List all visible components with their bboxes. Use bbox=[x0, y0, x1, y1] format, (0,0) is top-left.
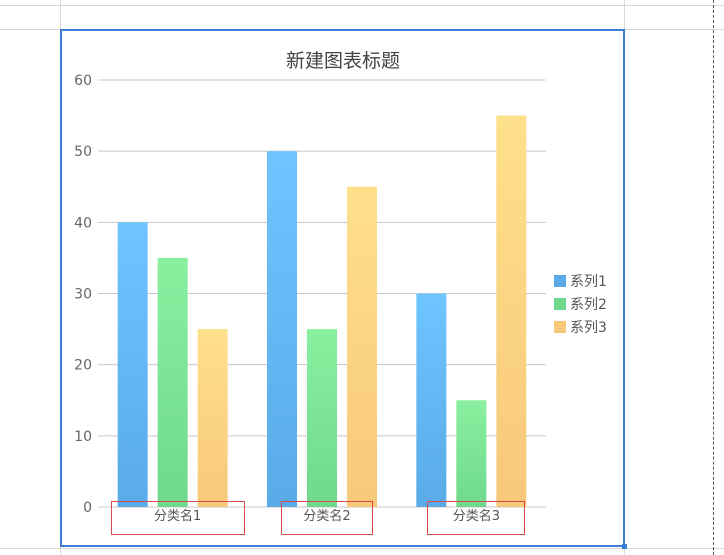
bars[interactable] bbox=[117, 115, 527, 508]
y-tick-label: 50 bbox=[74, 144, 92, 160]
resize-handle[interactable] bbox=[622, 544, 627, 549]
legend-swatch bbox=[554, 298, 566, 310]
chart-title[interactable]: 新建图表标题 bbox=[286, 50, 400, 72]
sheet-row-line bbox=[0, 548, 724, 549]
y-tick-label: 30 bbox=[74, 287, 92, 303]
bar-2-3[interactable] bbox=[456, 400, 487, 507]
bar-1-3[interactable] bbox=[416, 293, 447, 508]
legend[interactable]: 系列1 系列2 系列3 bbox=[554, 274, 607, 336]
legend-swatch bbox=[554, 321, 566, 333]
page-break-line bbox=[713, 0, 714, 555]
legend-label[interactable]: 系列1 bbox=[570, 274, 607, 290]
bar-2-2[interactable] bbox=[307, 329, 337, 507]
bar-3-1[interactable] bbox=[197, 329, 228, 507]
y-tick-label: 0 bbox=[83, 500, 92, 516]
y-axis-ticks: 0 10 20 30 40 50 60 bbox=[74, 73, 92, 516]
legend-label[interactable]: 系列2 bbox=[570, 297, 607, 313]
bar-2-1[interactable] bbox=[157, 257, 188, 507]
y-tick-label: 60 bbox=[74, 73, 92, 89]
legend-swatch bbox=[554, 275, 566, 287]
bar-chart: 新建图表标题 0 10 20 30 40 50 60 系列1 系列2 系列3 bbox=[74, 50, 607, 516]
y-tick-label: 20 bbox=[74, 358, 92, 374]
y-tick-label: 10 bbox=[74, 429, 92, 445]
category-label[interactable]: 分类名1 bbox=[110, 501, 245, 535]
sheet-row-line bbox=[0, 5, 724, 6]
category-label[interactable]: 分类名3 bbox=[427, 501, 526, 535]
bar-3-2[interactable] bbox=[347, 186, 377, 507]
chart-frame[interactable]: 新建图表标题 0 10 20 30 40 50 60 系列1 系列2 系列3 分类名1 分类名2 分… bbox=[60, 29, 627, 549]
bar-3-3[interactable] bbox=[496, 115, 527, 507]
bar-1-1[interactable] bbox=[117, 222, 148, 508]
y-tick-label: 40 bbox=[74, 215, 92, 231]
category-label[interactable]: 分类名2 bbox=[281, 501, 373, 535]
legend-label[interactable]: 系列3 bbox=[570, 320, 607, 336]
bar-1-2[interactable] bbox=[267, 151, 297, 507]
